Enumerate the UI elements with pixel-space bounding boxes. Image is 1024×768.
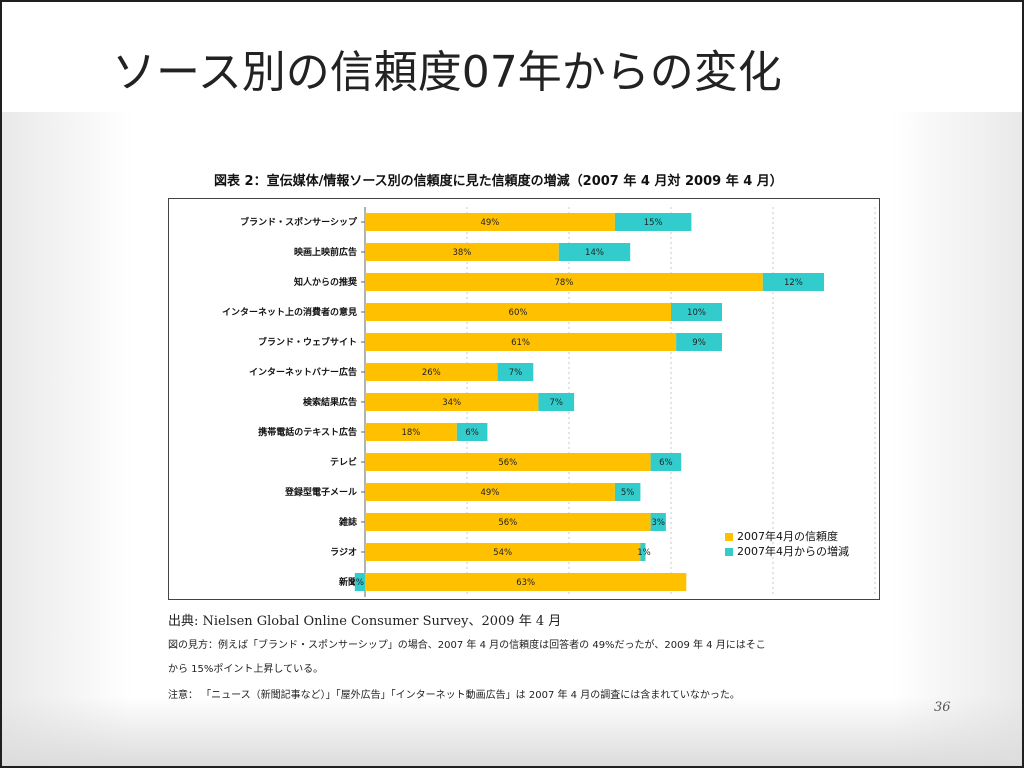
reading-note-line-2: から 15%ポイント上昇している。 [168,664,324,675]
data-label-change: 1% [637,548,651,558]
bar-change [456,423,488,441]
bar-change [614,483,641,501]
bar-change [650,513,666,531]
bar-trust-2007 [365,303,671,321]
data-label-change: 14% [585,248,604,258]
data-label-trust-2007: 54% [493,548,512,558]
slide-title: ソース別の信頼度07年からの変化 [112,47,782,98]
data-label-change: 7% [509,368,523,378]
bar-change [650,453,682,471]
category-label: インターネットバナー広告 [249,366,357,378]
data-label-trust-2007: 56% [498,458,517,468]
data-label-trust-2007: 18% [401,428,420,438]
bar-change [671,303,722,321]
data-label-trust-2007: 49% [480,488,499,498]
data-label-trust-2007: 38% [452,248,471,258]
bar-trust-2007 [365,423,457,441]
legend-swatch-change [725,548,733,556]
legend-item-change: 2007年4月からの増減 [725,544,849,559]
data-label-change: 6% [659,458,673,468]
page-number: 36 [934,700,951,715]
category-label: ブランド・ウェブサイト [258,336,357,348]
category-label: 映画上映前広告 [294,246,357,258]
bar-trust-2007 [365,543,641,561]
category-label: ブランド・スポンサーシップ [240,216,358,228]
data-label-trust-2007: 63% [516,578,535,588]
chart-frame: ブランド・スポンサーシップ 49% 15% 映画上映前広告 38% 14% 知人からの推奨 7… [168,198,880,600]
bar-change [354,573,365,591]
bar-trust-2007 [365,393,539,411]
data-label-change: 15% [644,218,663,228]
reading-note-line-1: 図の見方：例えば「ブランド・スポンサーシップ」の場合、2007 年 4 月の信頼… [168,640,766,651]
category-label: 新聞 [339,576,357,588]
data-label-change: 12% [784,278,803,288]
bar-trust-2007 [365,243,559,261]
data-label-change: 7% [550,398,564,408]
bar-change [614,213,692,231]
bar-trust-2007 [365,333,677,351]
legend-label-trust-2007: 2007年4月の信頼度 [737,530,838,543]
category-label: 携帯電話のテキスト広告 [258,426,357,438]
data-label-trust-2007: 78% [554,278,573,288]
bar-change [640,543,646,561]
legend-item-trust-2007: 2007年4月の信頼度 [725,529,849,544]
bar-trust-2007 [365,513,651,531]
legend-label-change: 2007年4月からの増減 [737,545,849,558]
data-label-change: 3% [652,518,666,528]
data-label-change: 5% [621,488,635,498]
category-label: テレビ [330,456,357,468]
bar-trust-2007 [365,453,651,471]
category-label: ラジオ [330,547,357,558]
bar-change [762,273,824,291]
caution-note: 注意： 「ニュース（新聞記事など）」「屋外広告」「インターネット動画広告」は 2… [168,690,740,701]
chart-legend: 2007年4月の信頼度 2007年4月からの増減 [725,529,849,559]
category-label: インターネット上の消費者の意見 [222,306,357,318]
data-label-trust-2007: 56% [498,518,517,528]
bar-change [497,363,534,381]
source-citation: 出典: Nielsen Global Online Consumer Surve… [168,614,562,629]
bar-change [676,333,722,351]
data-label-trust-2007: 60% [509,308,528,318]
bar-chart: ブランド・スポンサーシップ 49% 15% 映画上映前広告 38% 14% 知人からの推奨 7… [222,207,876,597]
data-label-change: 10% [687,308,706,318]
legend-swatch-trust-2007 [725,533,733,541]
data-label-change: 6% [465,428,479,438]
data-label-trust-2007: 26% [422,368,441,378]
category-label: 登録型電子メール [284,486,357,498]
figure-caption: 図表 2：宣伝媒体/情報ソース別の信頼度に見た信頼度の増減（2007 年 4 月… [214,174,783,189]
bar-trust-2007 [365,273,763,291]
data-label-trust-2007: 61% [511,338,530,348]
bar-change [558,243,631,261]
data-label-trust-2007: 49% [480,218,499,228]
bar-trust-2007 [365,573,687,591]
category-label: 検索結果広告 [303,396,357,408]
bar-trust-2007 [365,213,615,231]
category-label: 知人からの推奨 [293,276,358,288]
data-label-change: 9% [692,338,706,348]
slide-bottom-shadow [2,696,1022,766]
bar-change [538,393,575,411]
bar-trust-2007 [365,363,498,381]
data-label-trust-2007: 34% [442,398,461,408]
category-label: 雑誌 [338,516,357,528]
data-label-change: 2% [351,578,365,588]
bar-trust-2007 [365,483,615,501]
